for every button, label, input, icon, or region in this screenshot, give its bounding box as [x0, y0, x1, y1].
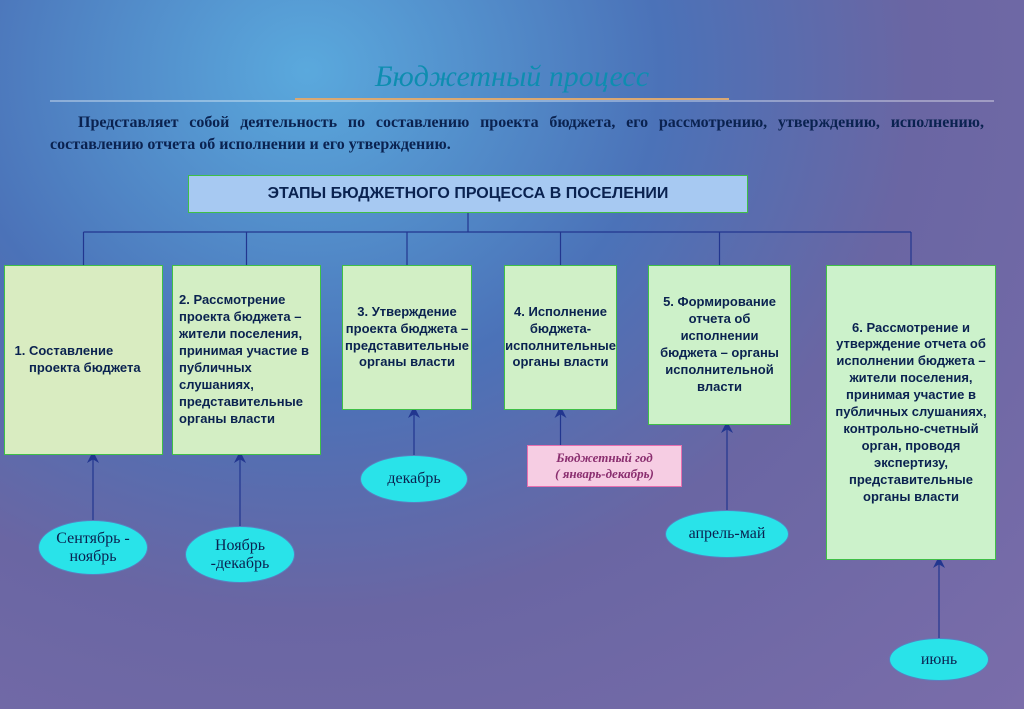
- stage-box-6: 6. Рассмотрение и утверждение отчета об …: [826, 265, 996, 560]
- period-oval-1: Сентябрь - ноябрь: [38, 520, 148, 575]
- header-box: ЭТАПЫ БЮДЖЕТНОГО ПРОЦЕССА В ПОСЕЛЕНИИ: [188, 175, 748, 213]
- title-divider: [50, 101, 994, 105]
- period-oval-3: декабрь: [360, 455, 468, 503]
- slide-title-wrap: Бюджетный процесс: [0, 60, 1024, 100]
- period-oval-5: июнь: [889, 638, 989, 681]
- stage-box-2: 2. Рассмотрение проекта бюджета – жители…: [172, 265, 321, 455]
- header-text: ЭТАПЫ БЮДЖЕТНОГО ПРОЦЕССА В ПОСЕЛЕНИИ: [268, 185, 669, 203]
- budget-year-box: Бюджетный год( январь-декабрь): [527, 445, 682, 487]
- period-oval-4: апрель-май: [665, 510, 789, 558]
- slide-subtitle: Представляет собой деятельность по соста…: [50, 112, 984, 155]
- stage-box-1: Составление проекта бюджета: [4, 265, 163, 455]
- stage-box-3: 3. Утверждение проекта бюджета – предста…: [342, 265, 472, 410]
- slide-title: Бюджетный процесс: [295, 60, 729, 100]
- stage-box-5: 5. Формирование отчета об исполнении бюд…: [648, 265, 791, 425]
- period-oval-2: Ноябрь -декабрь: [185, 526, 295, 583]
- stage-box-4: 4. Исполнение бюджета- исполнительные ор…: [504, 265, 617, 410]
